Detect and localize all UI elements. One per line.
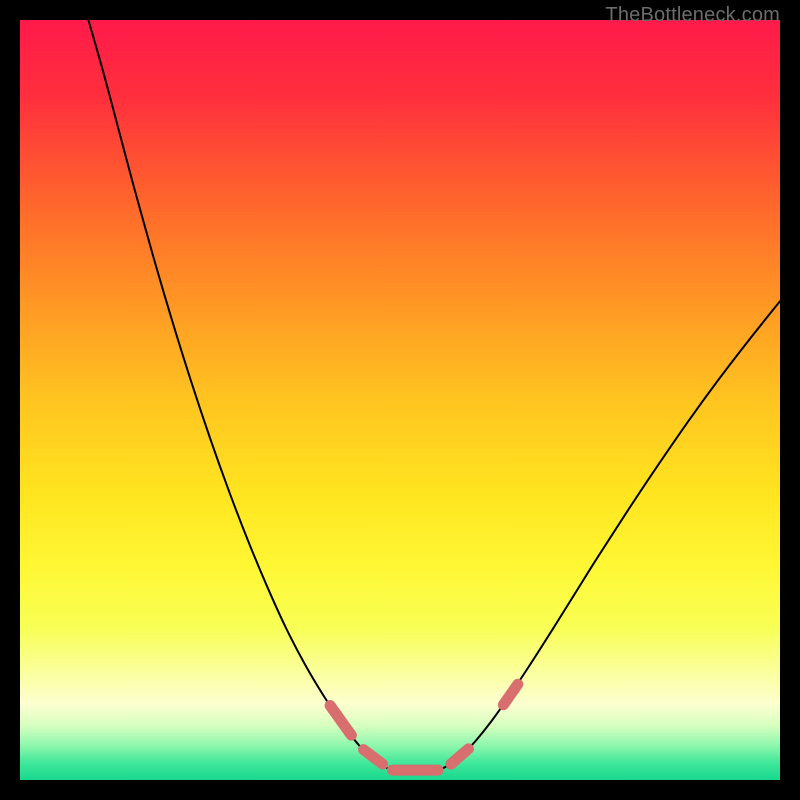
chart-container: TheBottleneck.com [0, 0, 800, 800]
bottleneck-curve-chart [0, 0, 800, 800]
chart-gradient-background [20, 20, 780, 780]
